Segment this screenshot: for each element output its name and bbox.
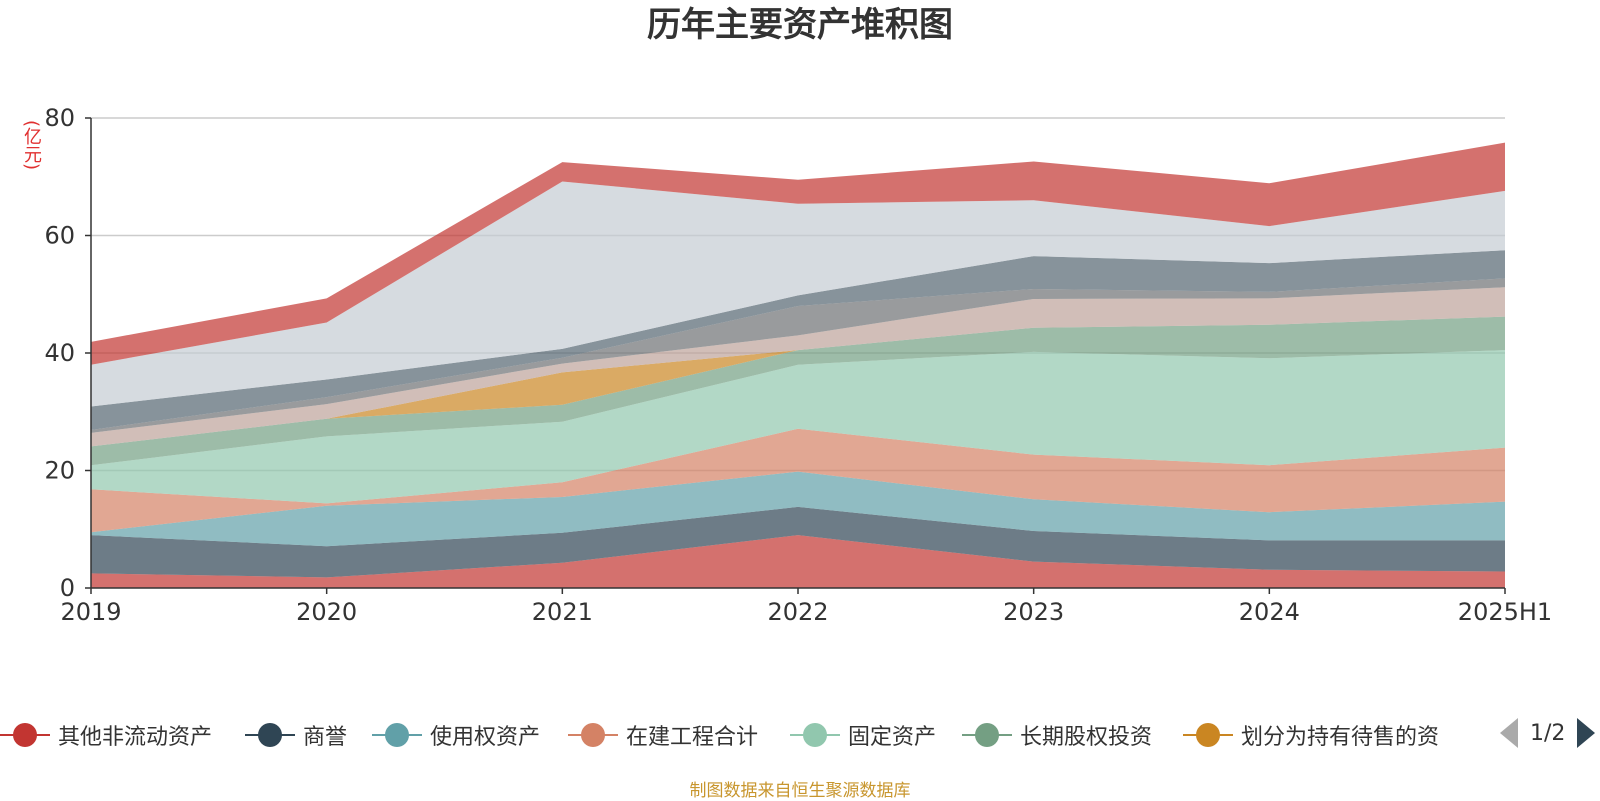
- legend-item[interactable]: 使用权资产: [372, 715, 540, 755]
- y-tick-label: 40: [44, 339, 75, 367]
- y-tick-label: 0: [60, 574, 75, 602]
- legend-marker-icon: [790, 720, 840, 750]
- axes: [90, 118, 1506, 594]
- legend-item[interactable]: 划分为持有待售的资: [1183, 715, 1439, 755]
- y-tick-label: 60: [44, 222, 75, 250]
- area-series-2: [91, 471, 1505, 547]
- legend-marker-icon: [0, 720, 50, 750]
- area-series-4: [91, 350, 1505, 504]
- area-series-8: [91, 278, 1505, 433]
- legend-label: 使用权资产: [430, 725, 541, 750]
- chart-canvas: 2019 2020 2021 2022 2023 2024 2025H1 0 20 40 60 80: [44, 104, 1552, 626]
- y-tick-labels: 0 20 40 60 80: [44, 104, 75, 602]
- x-tick-label: 2024: [1239, 598, 1300, 626]
- legend-item[interactable]: 在建工程合计: [568, 715, 758, 755]
- area-series-0: [91, 535, 1505, 588]
- x-tick-label: 2022: [767, 598, 828, 626]
- legend-label: 商誉: [303, 725, 348, 750]
- area-series-9: [91, 250, 1505, 430]
- legend-prev-icon[interactable]: [1500, 718, 1518, 748]
- stacked-areas: [91, 142, 1505, 588]
- legend-label: 划分为持有待售的资: [1241, 725, 1440, 750]
- y-axis-unit: (亿元): [21, 120, 42, 171]
- legend-marker-icon: [568, 720, 618, 750]
- area-series-5: [91, 316, 1505, 466]
- area-series-11: [91, 142, 1505, 365]
- legend-label: 固定资产: [848, 725, 937, 750]
- chart-title: 历年主要资产堆积图: [647, 5, 953, 45]
- x-tick-label: 2020: [296, 598, 357, 626]
- legend-item[interactable]: 商誉: [245, 715, 347, 755]
- y-tick-label: 20: [44, 457, 75, 485]
- x-tick-label: 2025H1: [1458, 598, 1552, 626]
- y-tick-label: 80: [44, 104, 75, 132]
- legend-item[interactable]: 长期股权投资: [962, 715, 1152, 755]
- legend-pager: 1/2: [1500, 718, 1596, 748]
- x-tick-labels: 2019 2020 2021 2022 2023 2024 2025H1: [60, 598, 1552, 626]
- legend-item[interactable]: 固定资产: [790, 715, 936, 755]
- legend-label: 其他非流动资产: [58, 725, 213, 750]
- area-series-7: [91, 287, 1505, 447]
- x-tick-label: 2019: [60, 598, 121, 626]
- x-tick-label: 2023: [1003, 598, 1064, 626]
- legend-item[interactable]: 其他非流动资产: [0, 715, 212, 755]
- legend-marker-icon: [1183, 720, 1233, 750]
- data-source-note: 制图数据来自恒生聚源数据库: [689, 781, 911, 801]
- legend-marker-icon: [372, 720, 422, 750]
- area-series-3: [91, 428, 1505, 533]
- area-series-1: [91, 506, 1505, 578]
- legend: 其他非流动资产 商誉 使用权资产 在建工程合计 固定资产 长期股权投资 划分为持有待售的资: [0, 715, 1600, 755]
- legend-label: 长期股权投资: [1020, 725, 1153, 750]
- legend-page-indicator: 1/2: [1530, 720, 1566, 746]
- legend-next-icon[interactable]: [1577, 718, 1596, 748]
- legend-label: 在建工程合计: [626, 725, 759, 750]
- area-series-10: [91, 181, 1505, 407]
- legend-marker-icon: [245, 720, 295, 750]
- legend-marker-icon: [962, 720, 1012, 750]
- x-tick-label: 2021: [532, 598, 593, 626]
